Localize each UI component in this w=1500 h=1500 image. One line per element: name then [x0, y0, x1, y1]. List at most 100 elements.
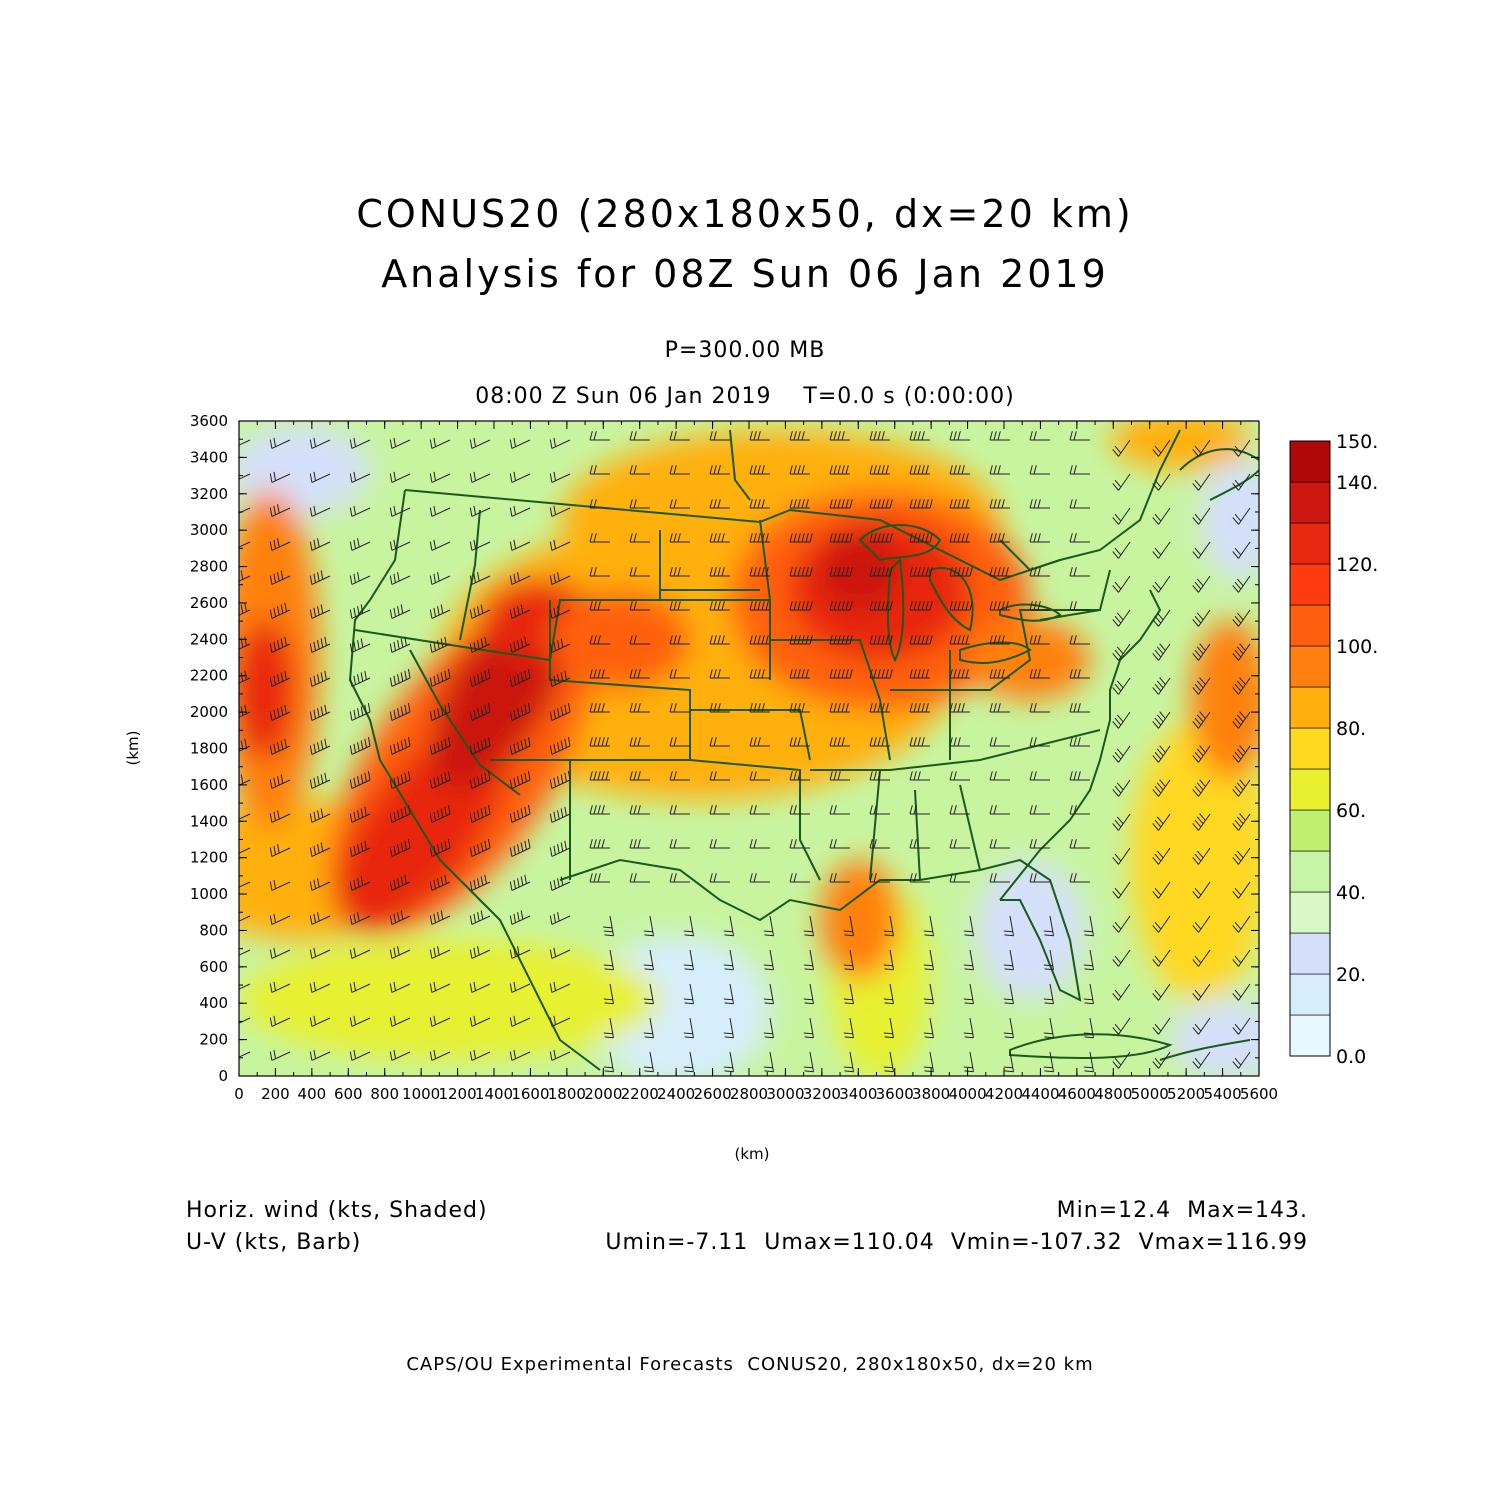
wind-barb: [1198, 1051, 1211, 1069]
y-tick-label: 3000: [190, 521, 228, 539]
wind-barb-feather: [404, 874, 407, 884]
wind-barb: [311, 813, 331, 823]
wind-barb-feather: [389, 949, 393, 959]
wind-barb-feather: [513, 811, 516, 821]
wind-barb-feather: [230, 508, 232, 517]
wind-barb-feather: [440, 672, 444, 682]
wind-barb-feather: [357, 606, 360, 616]
wind-barb-feather: [513, 913, 516, 923]
wind-barb-feather: [1114, 1057, 1122, 1066]
wind-barb-feather: [473, 437, 476, 447]
wind-barb: [1238, 745, 1251, 763]
wind-barb-feather: [829, 601, 833, 611]
wind-barb-feather: [589, 635, 593, 645]
wind-barb-feather: [389, 677, 393, 687]
wind-barb: [271, 881, 291, 891]
wind-barb-feather: [1234, 445, 1242, 454]
wind-barb-feather: [484, 670, 487, 680]
wind-barb-feather: [269, 541, 273, 551]
wind-barb-feather: [644, 1070, 654, 1073]
wind-barb-feather: [313, 743, 316, 753]
wind-barb-feather: [313, 573, 316, 583]
wind-barb-feather: [1154, 513, 1162, 522]
wind-barb-feather: [1029, 669, 1033, 679]
wind-barb-feather: [885, 465, 889, 475]
wind-barb-feather: [429, 711, 433, 721]
wind-barb-feather: [549, 1051, 553, 1061]
wind-barb: [1238, 575, 1251, 593]
wind-barb-feather: [949, 533, 953, 543]
wind-barb-feather: [673, 465, 677, 475]
wind-barb-feather: [797, 533, 801, 543]
wind-barb-feather: [360, 808, 364, 818]
wind-barb-feather: [473, 1049, 476, 1059]
wind-barb-feather: [724, 1070, 734, 1073]
wind-barb-feather: [837, 567, 841, 577]
wind-barb: [609, 1051, 614, 1072]
wind-barb-feather: [357, 878, 360, 888]
wind-barb-feather: [1194, 683, 1202, 692]
wind-barb-feather: [789, 431, 793, 441]
wind-barb-feather: [809, 567, 813, 577]
wind-barb-feather: [517, 844, 520, 854]
wind-barb-feather: [1112, 959, 1119, 967]
wind-barb-feather: [929, 601, 933, 611]
wind-barb-feather: [1069, 601, 1073, 611]
wind-barb-feather: [913, 771, 917, 781]
wind-barb-feather: [673, 873, 677, 883]
wind-barb-feather: [713, 567, 717, 577]
wind-barb-feather: [833, 737, 837, 747]
wind-barb-feather: [234, 744, 236, 753]
wind-barb: [809, 983, 814, 1004]
y-tick-label: 2800: [190, 558, 228, 576]
wind-barb-feather: [829, 839, 833, 849]
wind-barb-feather: [953, 499, 957, 509]
wind-barb-feather: [869, 737, 873, 747]
wind-barb-feather: [629, 873, 633, 883]
wind-barb-feather: [1004, 1036, 1014, 1039]
wind-barb: [431, 881, 451, 891]
wind-barb-feather: [1116, 646, 1124, 655]
wind-barb-feather: [349, 1017, 353, 1027]
wind-barb-feather: [1114, 853, 1122, 862]
wind-barb-feather: [234, 472, 236, 481]
wind-barb-feather: [234, 710, 236, 719]
wind-barb: [431, 575, 451, 585]
wind-barb-feather: [709, 771, 713, 781]
wind-barb-feather: [1114, 751, 1122, 760]
wind-barb-feather: [597, 839, 601, 849]
wind-barb-feather: [921, 601, 925, 611]
wind-barb-feather: [803, 1066, 813, 1069]
wind-barb-feather: [1114, 819, 1122, 828]
wind-barb-feather: [1152, 789, 1159, 797]
wind-barb-feather: [683, 998, 693, 1001]
wind-barb-feather: [885, 567, 889, 577]
wind-barb-feather: [593, 533, 597, 543]
wind-barb-feather: [643, 964, 653, 967]
wind-barb-feather: [629, 771, 633, 781]
wind-barb-feather: [484, 704, 487, 714]
wind-barb-feather: [549, 745, 553, 755]
wind-barb-feather: [1192, 585, 1199, 593]
wind-barb: [769, 983, 774, 1004]
wind-barb-feather: [589, 669, 593, 679]
wind-barb-feather: [724, 1002, 734, 1005]
wind-barb-feather: [761, 499, 765, 509]
wind-barb: [1158, 541, 1171, 559]
wind-barb: [471, 881, 491, 891]
wind-barb-feather: [513, 1015, 516, 1025]
wind-barb-feather: [749, 635, 753, 645]
wind-barb-feather: [709, 669, 713, 679]
wind-barb: [551, 1017, 571, 1027]
wind-barb-feather: [1154, 887, 1162, 896]
wind-barb-feather: [1156, 680, 1164, 689]
wind-barb-feather: [883, 930, 893, 933]
wind-barb-feather: [284, 738, 287, 748]
x-tick-label: 5600: [1240, 1085, 1278, 1103]
wind-barb-feather: [433, 913, 436, 923]
wind-barb-feather: [509, 711, 513, 721]
wind-barb-feather: [804, 1036, 814, 1039]
wind-barb-feather: [793, 465, 797, 475]
wind-barb: [471, 779, 491, 789]
wind-barb-feather: [841, 465, 845, 475]
